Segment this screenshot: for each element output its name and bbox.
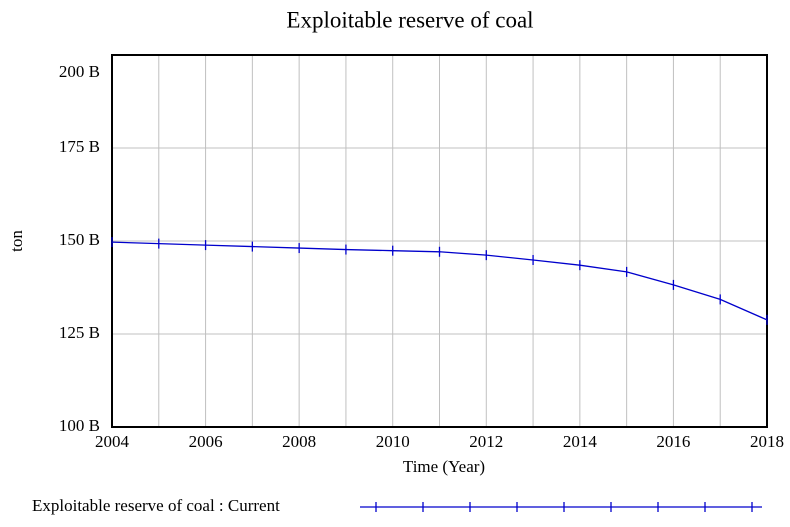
y-tick-label: 100 B	[59, 416, 100, 435]
x-tick-label: 2012	[469, 432, 503, 451]
x-tick-label: 2010	[376, 432, 410, 451]
x-axis-label: Time (Year)	[403, 457, 485, 476]
y-tick-label: 200 B	[59, 62, 100, 81]
y-axis-label: ton	[7, 230, 26, 252]
legend-label: Exploitable reserve of coal : Current	[32, 496, 280, 515]
x-tick-label: 2004	[95, 432, 130, 451]
x-tick-label: 2006	[189, 432, 223, 451]
y-tick-label: 175 B	[59, 137, 100, 156]
x-tick-label: 2018	[750, 432, 784, 451]
y-tick-label: 150 B	[59, 230, 100, 249]
chart-title: Exploitable reserve of coal	[286, 7, 533, 32]
x-tick-label: 2016	[656, 432, 690, 451]
y-tick-label: 125 B	[59, 323, 100, 342]
x-tick-label: 2008	[282, 432, 316, 451]
x-tick-label: 2014	[563, 432, 598, 451]
